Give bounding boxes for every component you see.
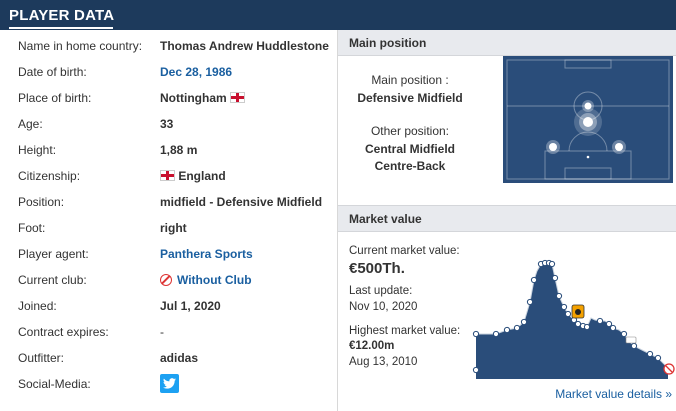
row-label: Position: [18,195,65,209]
main-position-title: Main position [349,36,427,50]
england-flag-icon [230,92,245,103]
row-foot: Foot: right [0,214,337,240]
row-label: Player agent: [18,247,89,261]
main-position-label: Main position : [371,73,449,87]
row-label: Joined: [18,299,57,313]
row-label: Date of birth: [18,65,87,79]
current-market-value: €500Th. [349,260,405,277]
column-divider [337,30,338,411]
row-value: right [160,221,187,235]
row-value: adidas [160,351,199,365]
row-place-of-birth: Place of birth: Nottingham [0,84,337,110]
row-age: Age: 33 [0,110,337,136]
other-position-block: Other position: Central Midfield Centre-… [335,124,485,173]
club-crest-icon [571,304,585,319]
row-outfitter: Outfitter: adidas [0,344,337,370]
other-position-value: Centre-Back [374,159,446,173]
row-label: Place of birth: [18,91,92,105]
row-social-media: Social-Media: [0,370,337,396]
title-underline [9,27,113,29]
last-update-label: Last update: [349,285,413,297]
england-flag-icon [160,170,175,181]
row-joined: Joined: Jul 1, 2020 [0,292,337,318]
current-club-label: Without Club [177,273,252,287]
row-value: - [160,325,164,339]
no-club-icon [160,274,172,286]
row-label: Outfitter: [18,351,65,365]
centre-back-marker-right [612,140,626,154]
row-value: 1,88 m [160,143,198,157]
row-current-club: Current club: Without Club [0,266,337,292]
pitch-outline [506,59,670,180]
pitch-penalty-spot [586,155,590,159]
no-club-chart-icon [663,363,675,375]
row-citizenship: Citizenship: England [0,162,337,188]
twitter-icon[interactable] [160,374,179,393]
row-value: England [178,169,226,183]
centre-back-marker-left [546,140,560,154]
row-label: Foot: [18,221,46,235]
pitch-penalty-box [544,150,632,180]
other-position-label: Other position: [370,124,450,138]
row-value: midfield - Defensive Midfield [160,195,323,209]
row-value: 33 [160,117,174,131]
row-value: Jul 1, 2020 [160,299,221,313]
row-label: Current club: [18,273,87,287]
main-position-value: Defensive Midfield [357,91,463,105]
row-label: Height: [18,143,57,157]
player-agent-link[interactable]: Panthera Sports [160,247,253,261]
market-value-details-link[interactable]: Market value details » [555,387,672,401]
player-data-list: Name in home country: Thomas Andrew Hudd… [0,30,337,411]
highest-market-value-date: Aug 13, 2010 [349,356,418,368]
current-club-link[interactable]: Without Club [160,273,252,287]
page-title: PLAYER DATA [9,7,115,24]
pitch-arc [568,131,608,152]
row-label: Name in home country: [18,39,143,53]
date-of-birth-link[interactable]: Dec 28, 1986 [160,65,233,79]
row-label: Contract expires: [18,325,109,339]
row-contract-expires: Contract expires: - [0,318,337,344]
market-value-title: Market value [349,212,422,226]
row-position: Position: midfield - Defensive Midfield [0,188,337,214]
highest-market-value-label: Highest market value: [349,325,461,337]
central-midfield-marker [582,100,594,112]
row-date-of-birth: Date of birth: Dec 28, 1986 [0,58,337,84]
row-height: Height: 1,88 m [0,136,337,162]
position-pitch [503,56,673,183]
row-value: Thomas Andrew Huddlestone [160,39,329,53]
row-label: Social-Media: [18,377,91,391]
player-data-header: PLAYER DATA [0,0,676,30]
main-position-block: Main position : Defensive Midfield [335,73,485,105]
market-value-header: Market value [338,205,676,232]
row-name: Name in home country: Thomas Andrew Hudd… [0,32,337,58]
transfer-icon [625,336,637,344]
current-market-value-label: Current market value: [349,245,460,257]
market-value-chart[interactable] [472,258,676,380]
row-label: Citizenship: [18,169,81,183]
pitch-top-box [564,59,612,69]
last-update-value: Nov 10, 2020 [349,301,418,313]
row-player-agent: Player agent: Panthera Sports [0,240,337,266]
main-position-header: Main position [338,30,676,56]
pitch-goal-box [564,167,612,180]
highest-market-value: €12.00m [349,340,395,352]
row-value-wrap: England [160,169,226,183]
main-position-marker [574,108,602,136]
row-value-wrap: Nottingham [160,91,245,105]
market-value-points [472,259,662,374]
other-position-value: Central Midfield [364,142,455,156]
row-value: Nottingham [160,91,227,105]
row-label: Age: [18,117,43,131]
